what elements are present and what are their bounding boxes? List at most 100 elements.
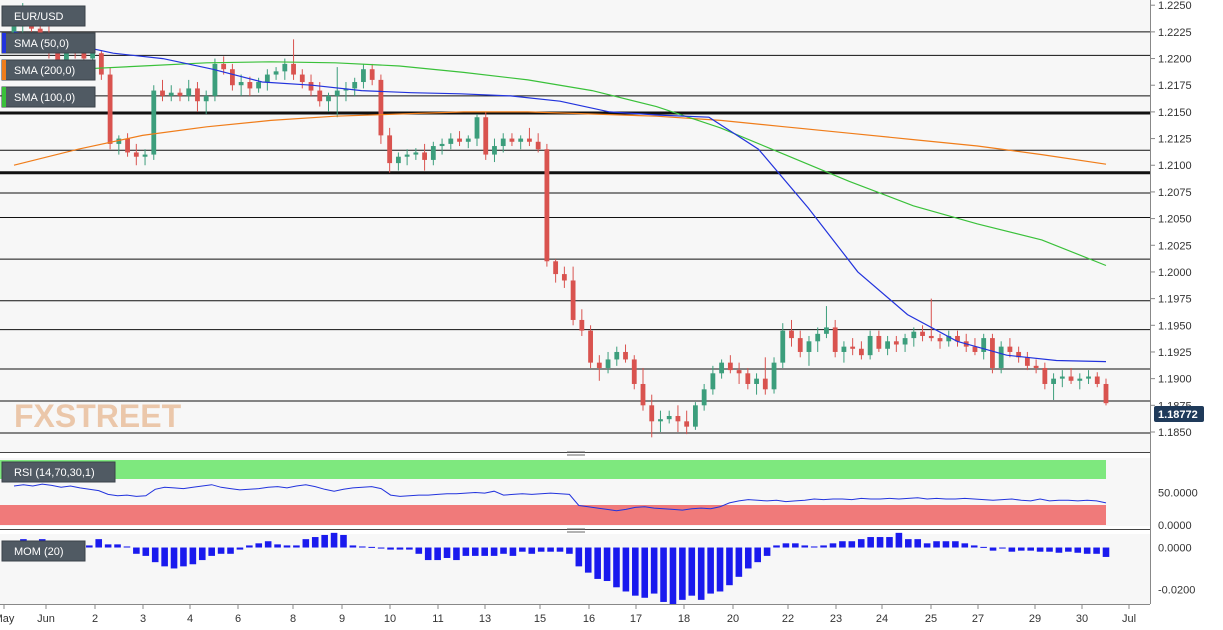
candle [256, 77, 262, 93]
candle [666, 410, 672, 424]
candle-body [1059, 376, 1065, 379]
candle [640, 367, 646, 411]
candle [762, 357, 768, 395]
candle [701, 383, 707, 411]
candle [815, 327, 821, 352]
candle [430, 141, 436, 166]
momentum-bar [914, 539, 922, 548]
price-tick-label: 1.1925 [1158, 347, 1192, 359]
momentum-bar [359, 546, 366, 548]
panel-resize-handle-2[interactable] [567, 528, 585, 533]
candle [1033, 359, 1039, 374]
candle [631, 355, 637, 390]
candle-body [675, 415, 681, 422]
momentum-bar [1065, 547, 1072, 552]
symbol-text: EUR/USD [14, 11, 64, 23]
rsi-label[interactable]: RSI (14,70,30,1) [1, 461, 116, 483]
momentum-bar [500, 547, 507, 554]
sma-200-text: SMA (200,0) [14, 65, 75, 77]
candle [509, 133, 515, 147]
main-panel-bg [0, 0, 1150, 452]
candle [588, 325, 593, 368]
candle-body [850, 346, 856, 349]
candle-body [561, 274, 567, 281]
candle [291, 39, 296, 80]
time-tick-label: 6 [235, 613, 241, 625]
candle-body [841, 346, 847, 352]
momentum-bar [782, 543, 790, 548]
momentum-bar [1036, 547, 1044, 552]
candle [361, 63, 366, 89]
candle [850, 338, 856, 356]
candle-body [413, 152, 419, 155]
momentum-bar [1046, 547, 1053, 552]
candle [911, 327, 917, 347]
sma-50-label[interactable]: SMA (50,0) [1, 32, 96, 54]
momentum-bar [989, 547, 997, 551]
candle [561, 266, 567, 288]
candle-body [1033, 365, 1039, 368]
candle [553, 259, 559, 283]
candle [990, 333, 995, 374]
momentum-bar [368, 546, 376, 548]
candle [518, 135, 524, 150]
momentum-bar [490, 547, 498, 556]
candle [754, 373, 759, 395]
candle [457, 131, 462, 147]
rsi-panel: 50.0000 0.0000 [0, 460, 1198, 532]
candle-body [972, 346, 978, 352]
candle-body [902, 338, 908, 345]
candle-body [474, 117, 480, 139]
candle [780, 323, 786, 368]
sma-50-line [13, 31, 1107, 363]
candle [439, 138, 445, 155]
candle-body [247, 82, 253, 89]
panel-resize-handle-1[interactable] [567, 451, 585, 456]
momentum-bar [603, 547, 611, 582]
momentum-tick-label: 0.0000 [1158, 543, 1192, 555]
candle [299, 69, 305, 89]
momentum-bar [970, 545, 978, 548]
sma-200-label[interactable]: SMA (200,0) [1, 59, 96, 81]
candle-body [596, 362, 602, 368]
time-tick-label: Jun [37, 613, 55, 625]
candle-body [832, 327, 838, 352]
sma-100-label[interactable]: SMA (100,0) [1, 86, 96, 108]
candle-body [221, 63, 227, 70]
price-tick-label: 1.1850 [1158, 427, 1192, 439]
momentum-bar [933, 541, 940, 548]
candle [824, 306, 829, 339]
momentum-bar [123, 546, 131, 548]
momentum-bar [161, 547, 168, 567]
candle [1094, 372, 1100, 388]
candle-body [1103, 383, 1109, 404]
candle [885, 335, 891, 356]
candle-body [151, 90, 157, 155]
time-tick-label: 4 [187, 613, 193, 625]
momentum-bar [867, 537, 874, 548]
symbol-label[interactable]: EUR/USD [1, 5, 86, 27]
momentum-bar [641, 547, 649, 598]
candle [1042, 362, 1048, 390]
momentum-bar [274, 544, 281, 548]
time-tick-label: 18 [678, 613, 690, 625]
candle-body [492, 146, 497, 155]
price-tick-label: 1.2250 [1158, 0, 1192, 12]
candle-body [465, 138, 471, 142]
mom-label[interactable]: MOM (20) [1, 540, 86, 562]
sma-100-text: SMA (100,0) [14, 92, 75, 104]
candle-body [885, 341, 891, 349]
price-tick-label: 1.1900 [1158, 374, 1192, 386]
momentum-bar [905, 539, 912, 548]
candle-body [553, 261, 559, 275]
momentum-bar [829, 543, 837, 548]
candle [483, 111, 489, 160]
candle-body [858, 348, 864, 356]
candle [378, 74, 384, 144]
candle-body [361, 69, 366, 83]
candle-body [1094, 376, 1100, 384]
candle-body [238, 82, 244, 86]
candle-body [1086, 376, 1091, 379]
candle [1016, 346, 1022, 363]
momentum-bar [255, 543, 263, 548]
